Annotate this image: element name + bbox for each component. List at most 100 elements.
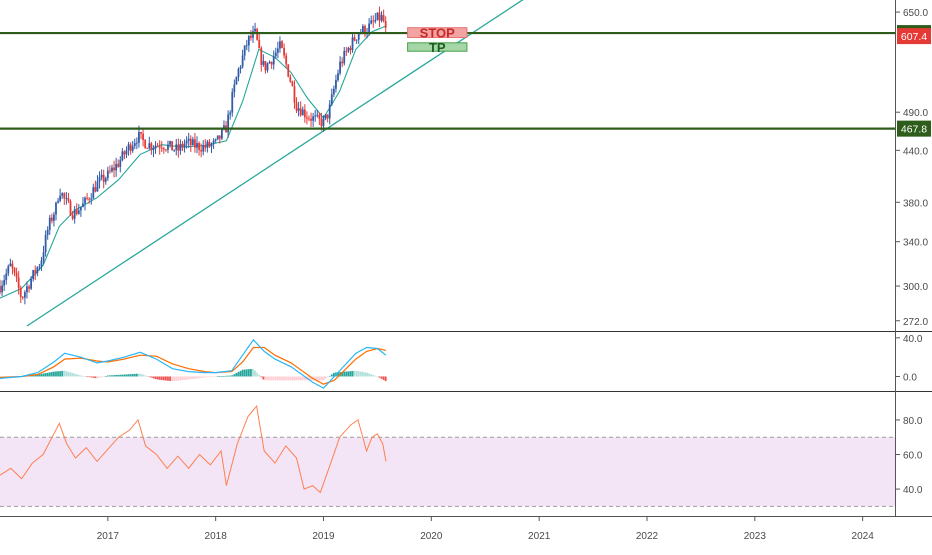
macd-histogram-bar — [98, 376, 101, 378]
macd-histogram-bar — [245, 369, 248, 377]
candle-body — [306, 117, 308, 119]
candle-body — [150, 143, 153, 151]
candle-body — [28, 286, 30, 289]
candle-body — [169, 141, 171, 145]
macd-histogram-bar — [270, 376, 273, 381]
rsi-axis-label: 80.0 — [903, 416, 923, 427]
macd-histogram-bar — [46, 372, 49, 377]
candle-body — [73, 209, 76, 219]
candle-body — [50, 217, 53, 221]
macd-histogram-bar — [181, 376, 184, 381]
macd-histogram-bar — [183, 376, 186, 380]
macd-histogram-bar — [297, 376, 300, 381]
macd-histogram-bar — [82, 375, 84, 377]
macd-histogram-bar — [57, 371, 59, 377]
candle-body — [330, 94, 333, 105]
macd-histogram-bar — [127, 374, 130, 377]
candle-body — [90, 198, 93, 200]
time-axis-label: 2024 — [852, 531, 875, 542]
candle-body — [32, 270, 35, 280]
macd-histogram-bar — [142, 374, 144, 377]
macd-axis[interactable]: 40.0 0.0 — [895, 334, 923, 384]
candle-body — [289, 76, 292, 82]
candle-body — [266, 63, 269, 71]
candle-body — [214, 139, 217, 141]
macd-histogram-bar — [281, 376, 283, 381]
candle-body — [194, 139, 196, 148]
time-axis[interactable]: 2017 2018 2019 2020 2021 2022 2023 2024 — [97, 516, 875, 542]
macd-histogram-bar — [144, 375, 147, 377]
macd-histogram-bar — [220, 376, 223, 377]
macd-histogram-bar — [295, 376, 298, 381]
candle-body — [63, 193, 66, 199]
candle-body — [42, 252, 45, 261]
candle-body — [374, 19, 377, 22]
candle-body — [361, 26, 364, 33]
time-axis-label: 2017 — [97, 531, 120, 542]
macd-histogram-bar — [210, 376, 213, 378]
macd-histogram-bar — [67, 371, 70, 377]
macd-histogram-bar — [92, 376, 95, 378]
macd-histogram-bar — [169, 376, 171, 382]
macd-histogram-bar — [171, 376, 174, 382]
candle-body — [177, 144, 180, 151]
candle-body — [335, 80, 337, 89]
macd-histogram-bar — [216, 376, 219, 377]
macd-histogram-bar — [146, 376, 149, 377]
macd-histogram-bar — [84, 376, 86, 377]
macd-histogram-bar — [291, 376, 294, 381]
candle-body — [380, 15, 383, 21]
macd-histogram-bar — [326, 376, 329, 378]
macd-histogram-bar — [198, 376, 200, 379]
candle-body — [40, 260, 43, 267]
candle-body — [235, 77, 238, 85]
candle-body — [71, 215, 74, 219]
macd-histogram-bar — [332, 372, 335, 377]
macd-histogram-bar — [152, 376, 155, 379]
stop-label: STOP — [420, 26, 455, 41]
price-axis-label: 380.0 — [903, 198, 928, 209]
macd-histogram-bar — [164, 376, 167, 381]
macd-histogram-bar — [42, 373, 45, 377]
macd-histogram-bar — [121, 374, 124, 377]
macd-line — [0, 338, 387, 389]
candle-body — [44, 234, 47, 253]
candle-body — [245, 45, 248, 47]
macd-histogram-bar — [361, 371, 364, 377]
macd-histogram-bar — [355, 370, 358, 377]
candle-body — [316, 114, 319, 116]
macd-histogram-bar — [117, 374, 120, 377]
macd-histogram-bar — [229, 375, 232, 377]
macd-histogram-bar — [167, 376, 169, 381]
macd-histogram-bar — [119, 374, 122, 377]
macd-histogram-bar — [115, 375, 118, 377]
macd-histogram-bar — [202, 376, 205, 378]
macd-histogram-bar — [100, 376, 103, 378]
macd-histogram-bar — [237, 371, 240, 377]
macd-histogram-bar — [102, 376, 105, 378]
candle-body — [173, 149, 176, 151]
candle-body — [133, 143, 136, 147]
price-axis[interactable]: 650.0490.0440.0380.0340.0300.0272.0612.6… — [895, 8, 931, 328]
rsi-band — [0, 436, 895, 507]
macd-histogram-bar — [370, 374, 373, 377]
candle-body — [220, 129, 223, 139]
candle-body — [179, 143, 182, 151]
candle-body — [252, 31, 254, 38]
macd-histogram-bar — [212, 376, 215, 378]
macd-histogram-bar — [299, 376, 302, 381]
macd-histogram-bar — [347, 371, 350, 377]
rsi-axis[interactable]: 80.0 60.0 40.0 — [895, 416, 923, 496]
candle-body — [38, 266, 41, 268]
candle-body — [59, 195, 62, 201]
macd-histogram-bar — [308, 376, 310, 381]
candle-body — [326, 114, 329, 119]
macd-histogram-bar — [372, 374, 375, 377]
candle-body — [254, 28, 256, 32]
time-axis-label: 2020 — [420, 531, 443, 542]
candle-body — [30, 279, 33, 289]
candle-body — [198, 143, 200, 150]
candle-body — [322, 118, 325, 127]
macd-histogram-bar — [48, 372, 51, 377]
